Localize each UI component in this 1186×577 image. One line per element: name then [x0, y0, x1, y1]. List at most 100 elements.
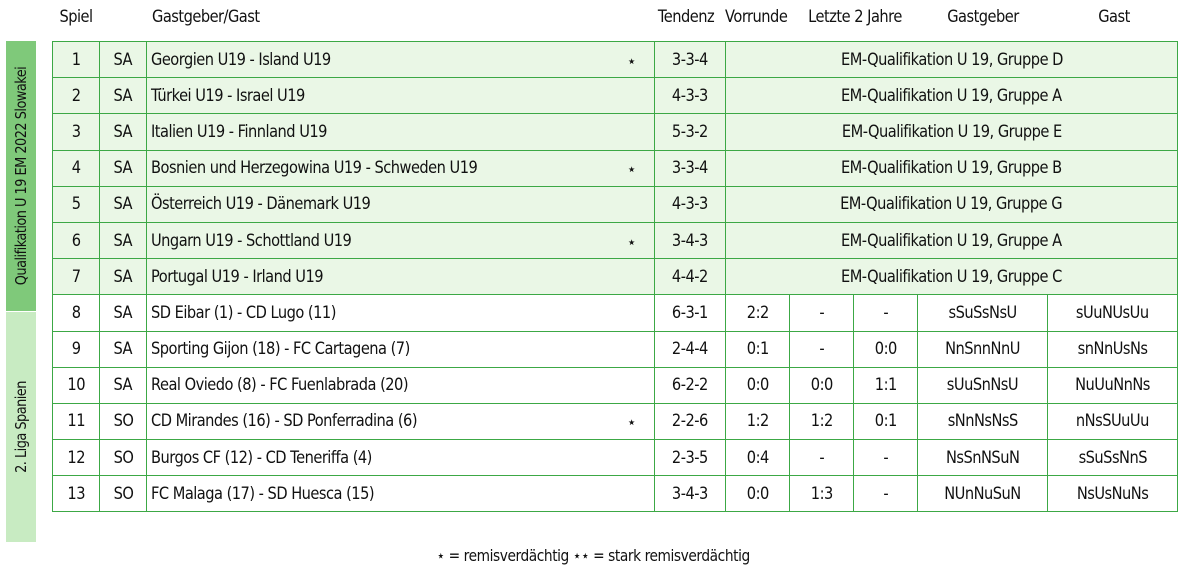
header-tendenz: Tendenz	[657, 7, 715, 27]
match-table: 1 SA Georgien U19 - Island U19 ⋆ 3-3-4 EM…	[52, 40, 1178, 513]
table-row: 7 SA Portugal U19 - Irland U19 4-4-2 EM-…	[52, 258, 1178, 296]
row-form-gast: sUuNUsUu	[1047, 294, 1178, 332]
row-number: 12	[52, 439, 100, 477]
row-match: Sporting Gijon (18) - FC Cartagena (7)	[146, 330, 655, 368]
row-letzte-1: 1:3	[789, 475, 854, 513]
table-row: 10 SA Real Oviedo (8) - FC Fuenlabrada (…	[52, 366, 1178, 404]
row-competition-info: EM-Qualifikation U 19, Gruppe G	[725, 185, 1178, 223]
row-match: Ungarn U19 - Schottland U19 ⋆	[146, 221, 655, 260]
header-letzte-2-jahre: Letzte 2 Jahre	[808, 7, 902, 27]
row-letzte-1: -	[789, 439, 854, 477]
table-row: 2 SA Türkei U19 - Israel U19 4-3-3 EM-Qu…	[52, 77, 1178, 115]
row-competition-info: EM-Qualifikation U 19, Gruppe A	[725, 77, 1178, 115]
row-match: CD Mirandes (16) - SD Ponferradina (6) ⋆	[146, 402, 655, 441]
table-row: 9 SA Sporting Gijon (18) - FC Cartagena …	[52, 330, 1178, 368]
row-day: SA	[99, 366, 147, 404]
table-row: 5 SA Österreich U19 - Dänemark U19 4-3-3…	[52, 185, 1178, 223]
row-letzte-1: -	[789, 330, 854, 368]
remis-star-icon: ⋆	[626, 159, 637, 179]
row-letzte-1: 1:2	[789, 402, 854, 441]
row-vorrunde: 0:1	[725, 330, 790, 368]
row-number: 2	[52, 77, 100, 115]
table-row: 1 SA Georgien U19 - Island U19 ⋆ 3-3-4 EM…	[52, 40, 1178, 79]
row-number: 8	[52, 294, 100, 332]
table-row: 3 SA Italien U19 - Finnland U19 5-3-2 EM…	[52, 113, 1178, 151]
row-number: 7	[52, 258, 100, 296]
row-vorrunde: 0:0	[725, 366, 790, 404]
row-letzte-2: 0:0	[853, 330, 918, 368]
group-label-qualifikation: Qualifikation U 19 EM 2022 Slowakei	[6, 41, 36, 311]
row-day: SA	[99, 330, 147, 368]
row-day: SA	[99, 185, 147, 223]
row-form-gastgeber: NsSnNSuN	[917, 439, 1048, 477]
row-number: 3	[52, 113, 100, 151]
row-competition-info: EM-Qualifikation U 19, Gruppe A	[725, 221, 1178, 260]
row-form-gast: nNsSUuUu	[1047, 402, 1178, 441]
row-tendenz: 3-4-3	[654, 475, 726, 513]
table-row: 4 SA Bosnien und Herzegowina U19 - Schwe…	[52, 149, 1178, 187]
row-tendenz: 4-3-3	[654, 77, 726, 115]
row-match: Österreich U19 - Dänemark U19	[146, 185, 655, 223]
row-tendenz: 3-3-4	[654, 149, 726, 187]
table-row: 13 SO FC Malaga (17) - SD Huesca (15) 3-…	[52, 475, 1178, 513]
row-vorrunde: 2:2	[725, 294, 790, 332]
row-day: SA	[99, 149, 147, 187]
row-number: 13	[52, 475, 100, 513]
row-competition-info: EM-Qualifikation U 19, Gruppe B	[725, 149, 1178, 187]
row-tendenz: 3-4-3	[654, 221, 726, 260]
row-letzte-2: -	[853, 475, 918, 513]
row-match: Georgien U19 - Island U19 ⋆	[146, 40, 655, 79]
row-letzte-2: -	[853, 439, 918, 477]
row-form-gastgeber: sSuSsNsU	[917, 294, 1048, 332]
row-competition-info: EM-Qualifikation U 19, Gruppe E	[725, 113, 1178, 151]
row-form-gastgeber: sUuSnNsU	[917, 366, 1048, 404]
row-number: 10	[52, 366, 100, 404]
table-row: 8 SA SD Eibar (1) - CD Lugo (11) 6-3-1 2…	[52, 294, 1178, 332]
row-day: SA	[99, 258, 147, 296]
row-number: 11	[52, 402, 100, 441]
row-match: Italien U19 - Finnland U19	[146, 113, 655, 151]
row-day: SO	[99, 475, 147, 513]
row-vorrunde: 0:4	[725, 439, 790, 477]
row-tendenz: 6-3-1	[654, 294, 726, 332]
row-match: Real Oviedo (8) - FC Fuenlabrada (20)	[146, 366, 655, 404]
group-label-liga-text: 2. Liga Spanien	[12, 381, 30, 473]
header-spiel: Spiel	[59, 7, 93, 27]
row-day: SA	[99, 77, 147, 115]
row-match: Türkei U19 - Israel U19	[146, 77, 655, 115]
header-match: Gastgeber/Gast	[152, 7, 260, 27]
row-letzte-2: 0:1	[853, 402, 918, 441]
group-label-qualifikation-text: Qualifikation U 19 EM 2022 Slowakei	[12, 66, 30, 286]
row-tendenz: 4-3-3	[654, 185, 726, 223]
legend-footer: ⋆ = remisverdächtig ⋆⋆ = stark remisverd…	[436, 546, 750, 565]
row-match: SD Eibar (1) - CD Lugo (11)	[146, 294, 655, 332]
row-form-gastgeber: NUnNuSuN	[917, 475, 1048, 513]
row-tendenz: 4-4-2	[654, 258, 726, 296]
row-day: SA	[99, 40, 147, 79]
row-day: SA	[99, 113, 147, 151]
row-form-gast: snNnUsNs	[1047, 330, 1178, 368]
row-match: Burgos CF (12) - CD Teneriffa (4)	[146, 439, 655, 477]
row-tendenz: 2-3-5	[654, 439, 726, 477]
table-row: 11 SO CD Mirandes (16) - SD Ponferradina…	[52, 402, 1178, 441]
row-letzte-2: -	[853, 294, 918, 332]
row-letzte-1: -	[789, 294, 854, 332]
row-vorrunde: 1:2	[725, 402, 790, 441]
row-match: FC Malaga (17) - SD Huesca (15)	[146, 475, 655, 513]
row-form-gast: NuUuNnNs	[1047, 366, 1178, 404]
row-tendenz: 3-3-4	[654, 40, 726, 79]
row-number: 4	[52, 149, 100, 187]
table-row: 6 SA Ungarn U19 - Schottland U19 ⋆ 3-4-3 …	[52, 221, 1178, 260]
table-row: 12 SO Burgos CF (12) - CD Teneriffa (4) …	[52, 439, 1178, 477]
row-form-gastgeber: sNnNsNsS	[917, 402, 1048, 441]
header-gast: Gast	[1098, 7, 1130, 27]
remis-star-icon: ⋆	[626, 51, 637, 71]
row-day: SO	[99, 439, 147, 477]
row-tendenz: 2-4-4	[654, 330, 726, 368]
group-label-liga: 2. Liga Spanien	[6, 312, 36, 542]
row-day: SA	[99, 221, 147, 260]
header-vorrunde: Vorrunde	[725, 7, 788, 27]
row-tendenz: 6-2-2	[654, 366, 726, 404]
row-number: 5	[52, 185, 100, 223]
row-number: 9	[52, 330, 100, 368]
